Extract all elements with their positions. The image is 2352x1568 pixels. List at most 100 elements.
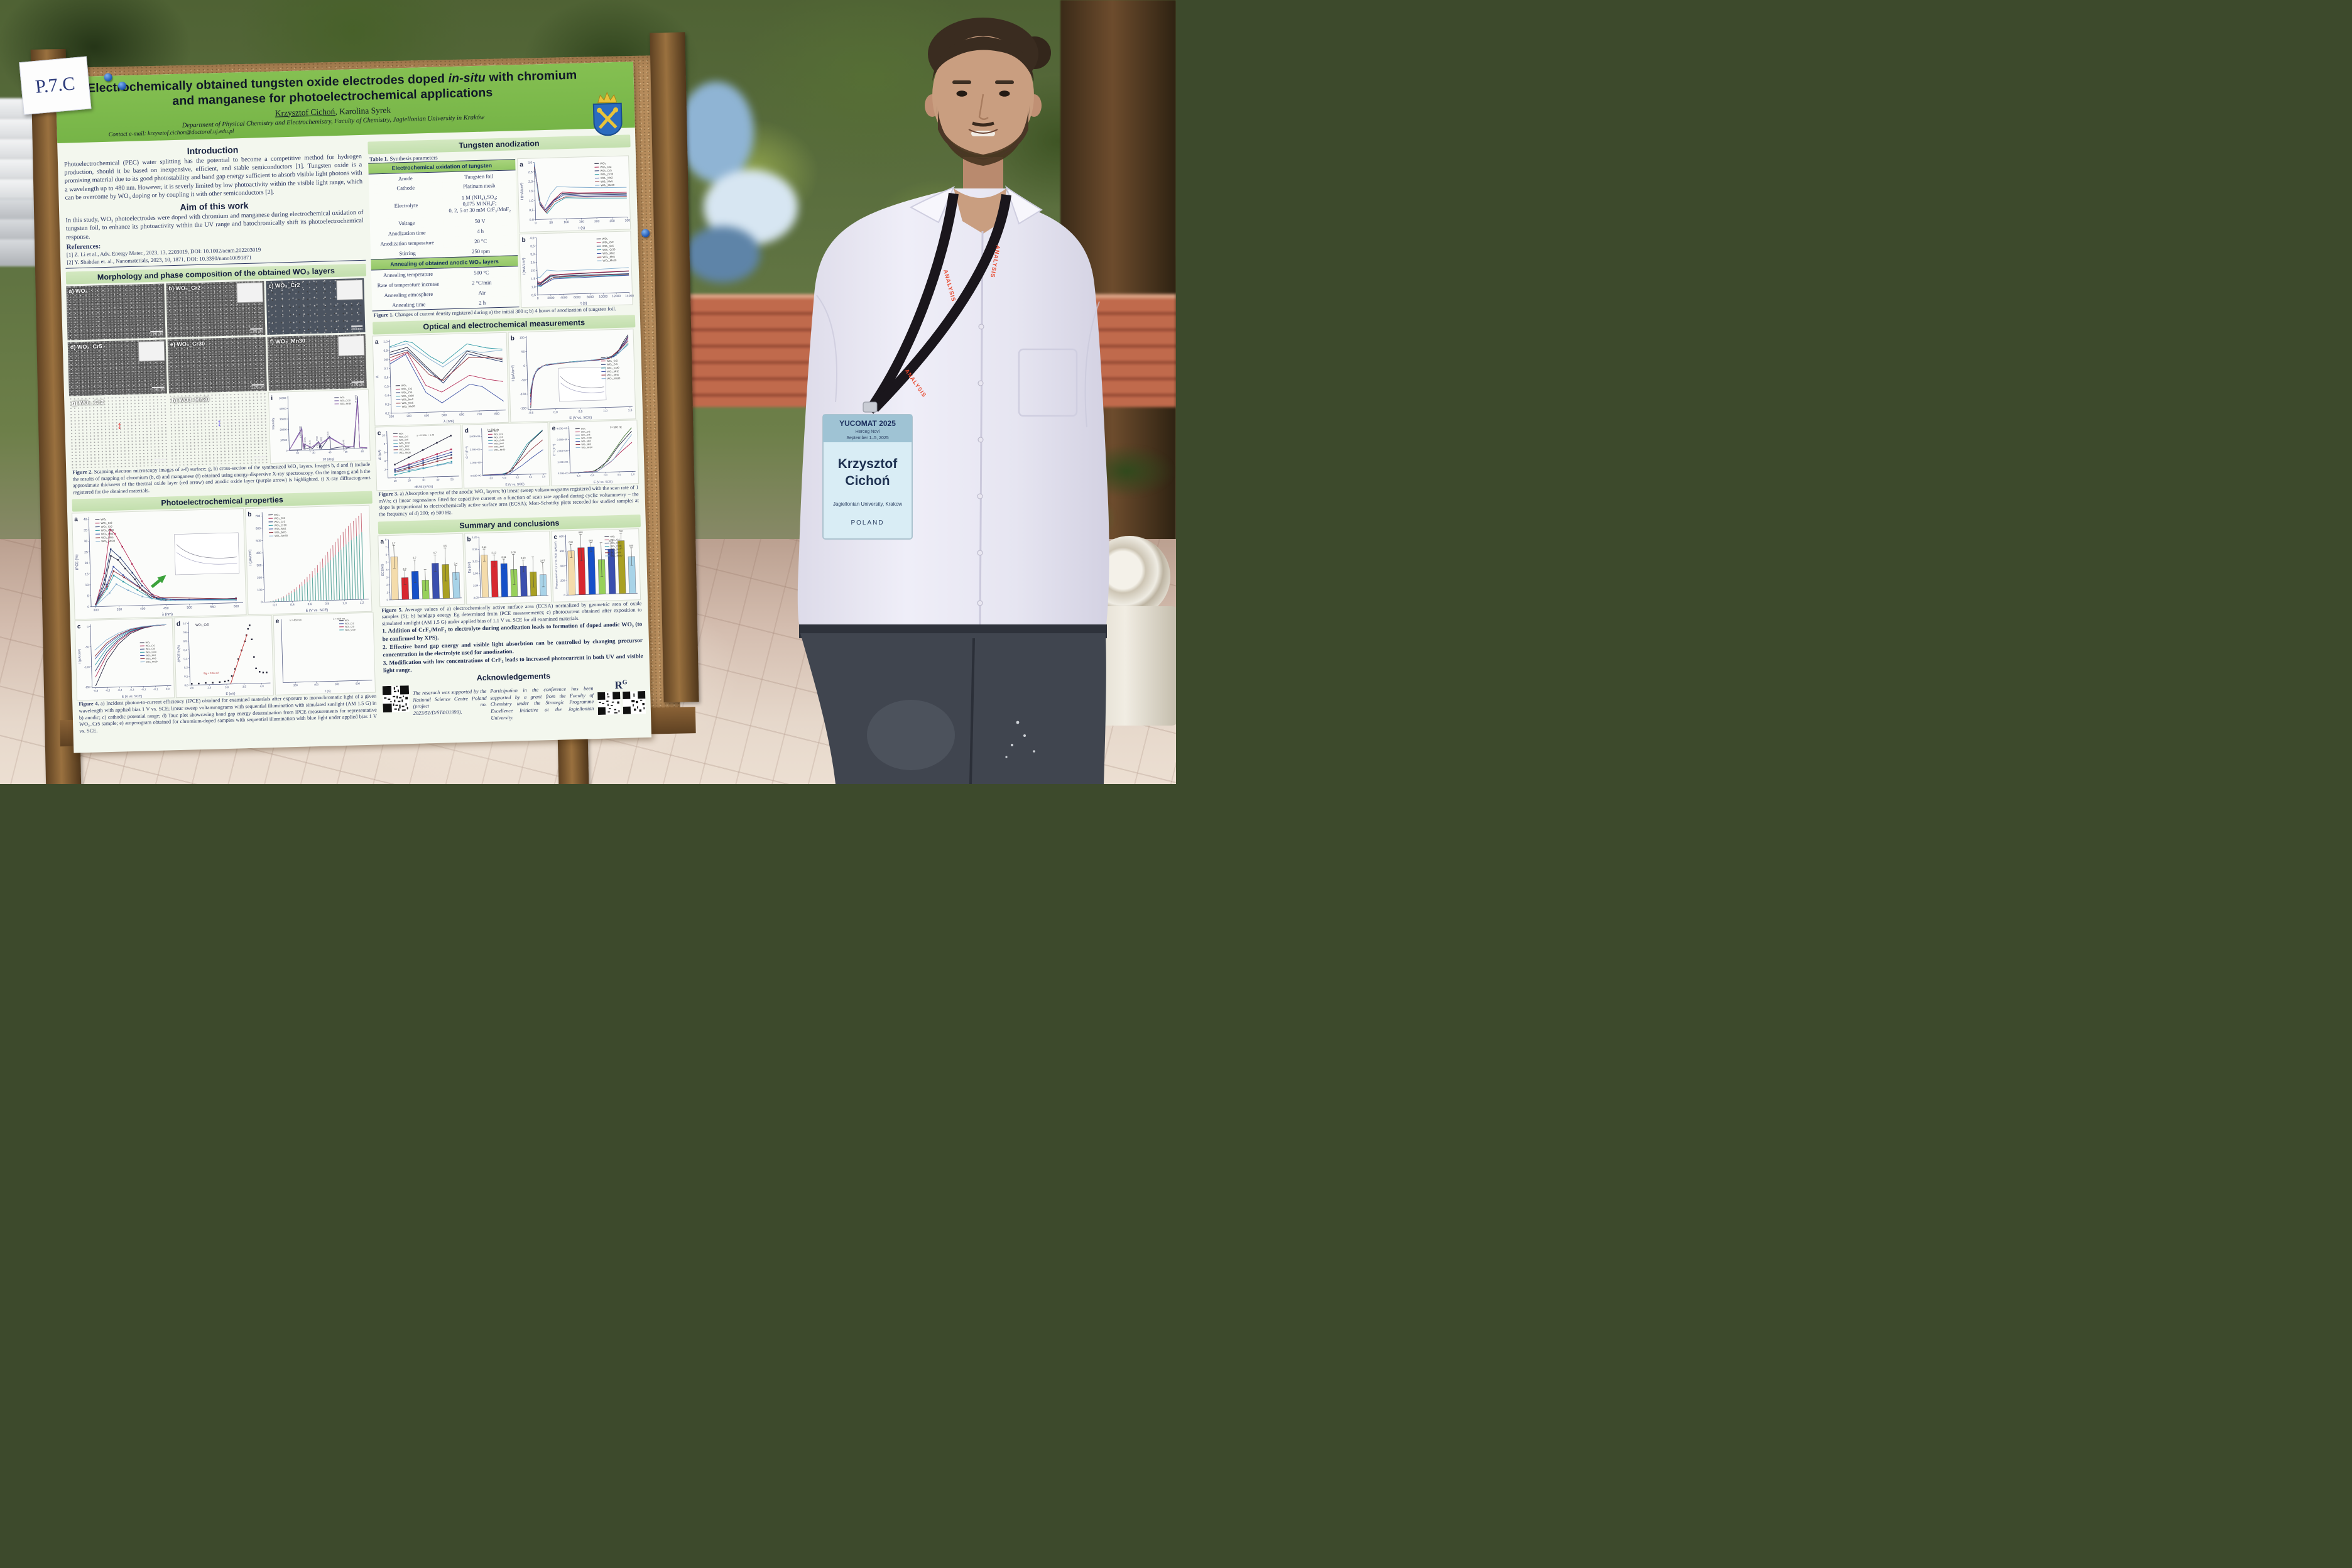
svg-text:e: e: [276, 618, 280, 625]
svg-text:0,2: 0,2: [385, 412, 389, 416]
svg-text:WO₃_Mn30: WO₃_Mn30: [582, 446, 593, 449]
qr-code-icon: [597, 691, 621, 715]
svg-text:0.00E+00: 0.00E+00: [471, 474, 482, 477]
person-presenter: ANALYSIS ANALYSIS ANALYSIS YUCOMAT 2025 …: [797, 18, 1109, 784]
svg-text:0: 0: [387, 598, 389, 601]
sem-image-a: a) WO₃ 1.00 μm: [66, 283, 166, 340]
svg-text:3,0: 3,0: [528, 161, 532, 165]
svg-text:0: 0: [87, 626, 89, 629]
svg-text:WO₃_Cr2: WO₃_Cr2: [146, 645, 155, 647]
svg-text:0,3: 0,3: [183, 658, 188, 661]
svg-text:WO₃_Mn2: WO₃_Mn2: [275, 527, 286, 531]
svg-text:0,2: 0,2: [273, 604, 277, 607]
svg-text:WO₃_Mn5: WO₃_Mn5: [399, 449, 409, 451]
badge-affiliation: Jagiellonian University, Krakow: [833, 501, 902, 507]
svg-text:20000: 20000: [280, 428, 287, 431]
svg-text:E (V vs. SCE): E (V vs. SCE): [122, 695, 143, 699]
svg-text:WO₃_Cr2: WO₃_Cr2: [399, 435, 408, 438]
svg-text:WO₃: WO₃: [399, 432, 404, 435]
svg-text:0: 0: [523, 364, 525, 368]
svg-text:3,20: 3,20: [472, 535, 477, 538]
university-crest-icon: [592, 91, 623, 136]
svg-text:WO₃_Mn5: WO₃_Mn5: [275, 531, 286, 535]
svg-text:6: 6: [386, 553, 388, 556]
svg-text:WO₃: WO₃: [340, 396, 345, 399]
svg-text:WO₃_Cr30: WO₃_Cr30: [275, 524, 287, 528]
svg-text:WO₃_Cr5: WO₃_Cr5: [581, 433, 591, 436]
svg-text:400: 400: [140, 607, 146, 611]
svg-text:WO₃_Cr2: WO₃_Cr2: [610, 538, 619, 541]
poster: Electrochemically obtained tungsten oxid…: [55, 62, 652, 753]
svg-text:t (s): t (s): [325, 690, 330, 694]
svg-text:-150: -150: [85, 686, 90, 689]
svg-text:3,7: 3,7: [413, 556, 416, 559]
svg-text:0,0: 0,0: [185, 684, 189, 687]
svg-text:WO₃_Cr2: WO₃_Cr2: [401, 387, 413, 390]
collar-right: [1004, 185, 1043, 225]
svg-text:600: 600: [256, 527, 261, 531]
svg-text:25: 25: [84, 551, 88, 555]
shirt-buttons: [977, 267, 984, 606]
svg-text:W (200): W (200): [354, 395, 357, 403]
chart-lsv: -150 -100 -50 0 50 100 -0,5 0,0 0,5 1,0 1,5 E (V vs…: [508, 329, 636, 422]
svg-text:+WO₃ (220): +WO₃ (220): [320, 437, 322, 449]
svg-text:-0,5: -0,5: [590, 474, 594, 477]
svg-text:γ-WO₃ (022): γ-WO₃ (022): [315, 436, 318, 448]
sem-image-b: b) WO₃_Cr2 1.00 μm: [166, 281, 266, 338]
svg-text:4: 4: [386, 568, 388, 571]
svg-text:WO₃_Mn5: WO₃_Mn5: [607, 373, 619, 377]
svg-text:c: c: [77, 624, 81, 631]
svg-text:WO₃_Mn2: WO₃_Mn2: [607, 369, 619, 373]
svg-text:WO₃_Mn5: WO₃_Mn5: [401, 401, 413, 405]
svg-text:2,5: 2,5: [531, 261, 535, 264]
svg-text:300: 300: [625, 219, 631, 222]
shirt-pocket: [1018, 348, 1078, 417]
svg-text:i: i: [271, 395, 273, 402]
svg-text:10000: 10000: [599, 295, 607, 298]
svg-text:2,5: 2,5: [207, 686, 212, 689]
svg-text:I (μA/cm²): I (μA/cm²): [249, 550, 253, 566]
svg-text:-50: -50: [85, 646, 90, 649]
svg-text:WO₃_Cr30: WO₃_Cr30: [611, 545, 621, 547]
svg-text:-0,6: -0,6: [94, 689, 99, 692]
svg-text:b: b: [521, 236, 525, 243]
svg-text:-50: -50: [521, 379, 526, 383]
svg-text:I (mA/cm²): I (mA/cm²): [520, 182, 525, 200]
poster-right-column: Tungsten anodization Table 1. Synthesis …: [368, 131, 646, 730]
svg-text:100: 100: [520, 336, 525, 340]
svg-text:600: 600: [560, 549, 565, 552]
svg-text:Intensity: Intensity: [271, 417, 276, 429]
svg-text:800: 800: [559, 535, 564, 538]
svg-text:WO₃_Cr2: WO₃_Cr2: [607, 359, 618, 362]
shirt: [797, 188, 1109, 629]
chart-amperogram: 300 400 500 600 t (s) e λ = 450 nm λ = 460 nm WO…: [274, 613, 375, 695]
svg-text:WO₃_Cr5: WO₃_Cr5: [611, 542, 620, 544]
svg-text:4,7: 4,7: [433, 551, 437, 554]
svg-text:0,7: 0,7: [183, 622, 187, 625]
svg-text:400: 400: [560, 564, 565, 567]
eyebrow: [952, 80, 971, 84]
svg-text:645: 645: [589, 538, 593, 542]
svg-text:2,0: 2,0: [190, 687, 194, 690]
svg-text:W (110): W (110): [327, 432, 329, 439]
svg-text:Eg (eV): Eg (eV): [467, 562, 471, 573]
lanyard-left: [865, 192, 959, 414]
poster-left-column: Introduction Photoelectrochemical (PEC) …: [62, 138, 378, 738]
svg-text:8: 8: [384, 442, 386, 445]
svg-text:4,0: 4,0: [530, 236, 534, 240]
mouth-line: [968, 129, 998, 134]
svg-text:3,0: 3,0: [225, 686, 229, 689]
badge-clip: [863, 401, 878, 413]
shirt-wrinkles: [816, 295, 1100, 428]
chart-mott-schottky-500: 0.00E+00 1.00E+09 2.00E+09 3.00E+09 4.00E+09…: [550, 420, 639, 486]
svg-text:4,0: 4,0: [260, 685, 264, 688]
session-location-label: P.7.C: [34, 73, 76, 98]
badge-name-line1: Krzysztof: [838, 457, 898, 471]
svg-text:720: 720: [619, 529, 623, 532]
svg-text:IPCE (%): IPCE (%): [75, 555, 80, 570]
thickness-arrow-purple: ↕: [216, 418, 222, 429]
svg-text:-150: -150: [520, 407, 526, 411]
chart-photocurrent-bars: 0 200 400 600 800 Photocurrent at 1,1 V vs. S…: [552, 528, 641, 602]
svg-text:0,5: 0,5: [529, 209, 533, 212]
svg-text:0,8: 0,8: [325, 602, 329, 606]
